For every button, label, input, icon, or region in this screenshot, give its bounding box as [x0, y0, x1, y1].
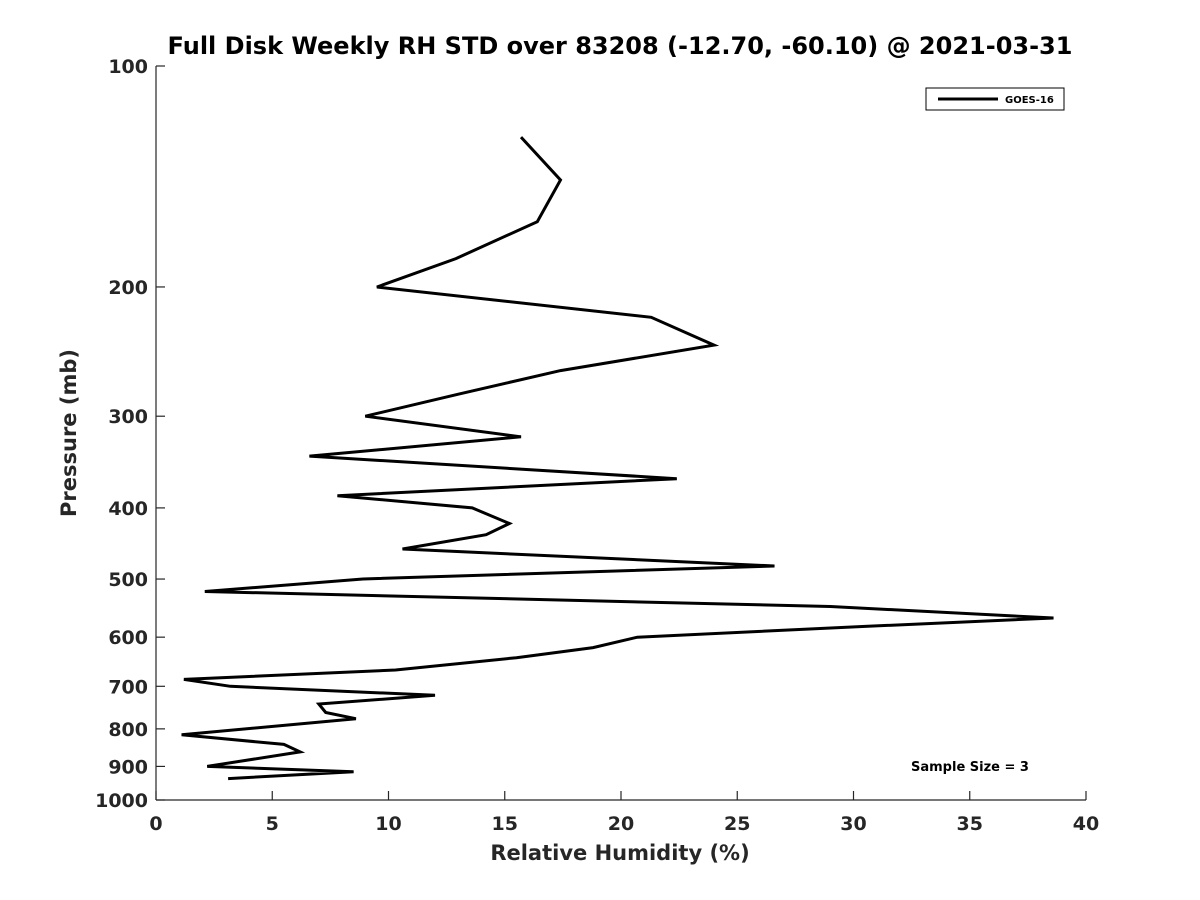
- y-tick-label: 500: [108, 569, 148, 591]
- x-tick-label: 30: [840, 813, 866, 835]
- y-tick-label: 600: [108, 627, 148, 649]
- y-tick-label: 400: [108, 498, 148, 520]
- x-tick-label: 15: [492, 813, 518, 835]
- x-tick-label: 5: [266, 813, 279, 835]
- series-layer: [181, 136, 1054, 781]
- y-tick-label: 300: [108, 406, 148, 428]
- x-axis-label: Relative Humidity (%): [490, 841, 749, 865]
- y-tick-label: 800: [108, 719, 148, 741]
- chart-title: Full Disk Weekly RH STD over 83208 (-12.…: [168, 32, 1073, 60]
- x-tick-label: 0: [149, 813, 162, 835]
- legend: GOES-16: [925, 87, 1065, 111]
- y-tick-label: 700: [108, 676, 148, 698]
- y-tick-label: 100: [108, 56, 148, 78]
- x-tick-label: 40: [1073, 813, 1099, 835]
- y-tick-label: 1000: [95, 790, 148, 812]
- x-tick-label: 10: [375, 813, 401, 835]
- ticks: 0 5 10 15 20 25 30 35 40 100 200 300 400 500 600 700 800…: [95, 56, 1099, 835]
- x-tick-label: 25: [724, 813, 750, 835]
- x-tick-label: 35: [957, 813, 983, 835]
- sample-size-annotation: Sample Size = 3: [911, 760, 1029, 775]
- legend-label: GOES-16: [1005, 95, 1054, 106]
- y-axis-label: Pressure (mb): [57, 349, 81, 517]
- series-line-goes-16: [181, 136, 1054, 781]
- y-tick-label: 900: [108, 756, 148, 778]
- x-tick-label: 20: [608, 813, 634, 835]
- y-tick-label: 200: [108, 277, 148, 299]
